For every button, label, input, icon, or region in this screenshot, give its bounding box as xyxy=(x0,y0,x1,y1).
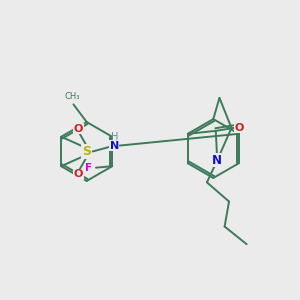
Text: N: N xyxy=(110,141,119,151)
Text: O: O xyxy=(235,123,244,133)
Text: N: N xyxy=(212,154,222,167)
Text: S: S xyxy=(82,145,91,158)
Text: O: O xyxy=(74,124,83,134)
Text: F: F xyxy=(85,163,92,173)
Text: H: H xyxy=(111,132,118,142)
Text: CH₃: CH₃ xyxy=(64,92,80,101)
Text: O: O xyxy=(74,169,83,179)
